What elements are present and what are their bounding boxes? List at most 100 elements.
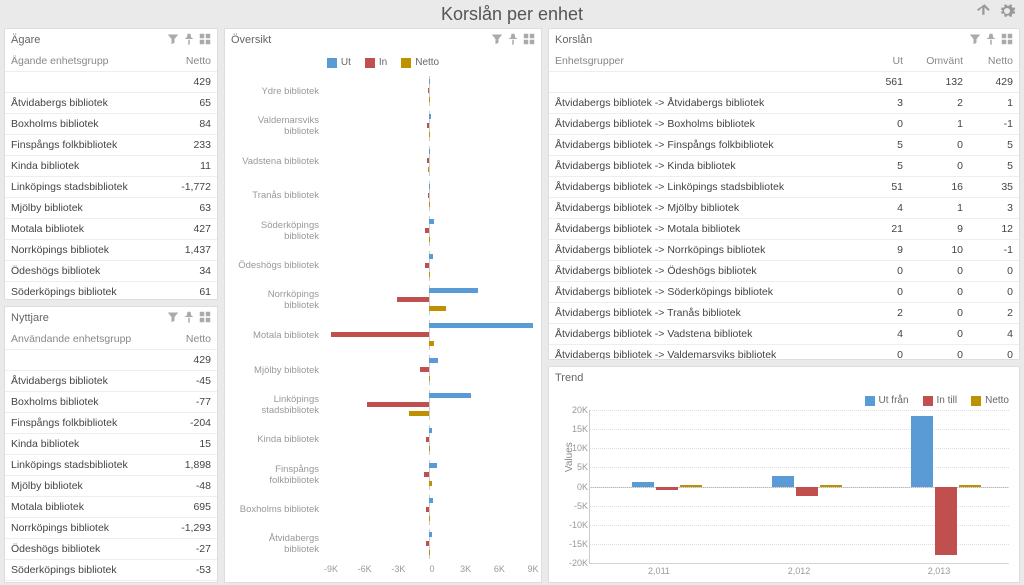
korslan-col-group[interactable]: Enhetsgrupper (549, 51, 859, 72)
table-cell: 429 (167, 72, 217, 93)
axis-tick: 2,012 (788, 566, 811, 576)
table-cell: 9 (859, 240, 909, 261)
agare-col-value[interactable]: Netto (167, 51, 217, 72)
table-cell: 0 (909, 135, 969, 156)
page-title: Korslån per enhet (441, 4, 583, 25)
table-row[interactable]: Åtvidabergs bibliotek -> Kinda bibliotek… (549, 156, 1019, 177)
filter-icon[interactable] (167, 311, 179, 326)
agare-col-label[interactable]: Ägande enhetsgrupp (5, 51, 167, 72)
table-cell: 5 (859, 135, 909, 156)
table-cell: -53 (167, 560, 217, 581)
table-row[interactable]: Kinda bibliotek11 (5, 156, 217, 177)
table-row[interactable]: Norrköpings bibliotek1,437 (5, 240, 217, 261)
table-cell: 12 (969, 219, 1019, 240)
table-cell: 3 (969, 198, 1019, 219)
korslan-col-ut[interactable]: Ut (859, 51, 909, 72)
oversikt-panel: Översikt Ut In Netto Ydre bibliotekValde… (224, 28, 542, 583)
table-row[interactable]: Boxholms bibliotek-77 (5, 392, 217, 413)
table-row[interactable]: Boxholms bibliotek84 (5, 114, 217, 135)
table-row[interactable]: Åtvidabergs bibliotek -> Tranås bibliote… (549, 303, 1019, 324)
pin-icon[interactable] (985, 33, 997, 48)
table-row[interactable]: Mjölby bibliotek63 (5, 198, 217, 219)
chart-bar (429, 184, 430, 189)
table-row[interactable]: Finspångs folkbibliotek-204 (5, 413, 217, 434)
pin-icon[interactable] (507, 33, 519, 48)
table-row[interactable]: Åtvidabergs bibliotek65 (5, 93, 217, 114)
trend-panel: Trend Ut från In till Netto Values 20K15… (548, 366, 1020, 583)
table-row[interactable]: 429 (5, 350, 217, 371)
mid-column: Översikt Ut In Netto Ydre bibliotekValde… (224, 28, 542, 583)
grid-icon[interactable] (199, 33, 211, 48)
table-cell: 427 (167, 219, 217, 240)
table-cell: Åtvidabergs bibliotek -> Ödeshögs biblio… (549, 261, 859, 282)
table-row[interactable]: Åtvidabergs bibliotek -> Motala bibliote… (549, 219, 1019, 240)
grid-icon[interactable] (199, 311, 211, 326)
filter-icon[interactable] (167, 33, 179, 48)
table-cell: 561 (859, 72, 909, 93)
table-cell: 10 (909, 240, 969, 261)
table-row[interactable]: Norrköpings bibliotek-1,293 (5, 518, 217, 539)
table-row[interactable]: Åtvidabergs bibliotek -> Linköpings stad… (549, 177, 1019, 198)
share-icon[interactable] (974, 2, 992, 23)
table-row[interactable]: Åtvidabergs bibliotek -> Söderköpings bi… (549, 282, 1019, 303)
table-row[interactable]: Åtvidabergs bibliotek -> Vadstena biblio… (549, 324, 1019, 345)
table-row[interactable]: Åtvidabergs bibliotek -> Valdemarsviks b… (549, 345, 1019, 360)
nyttjare-col-value[interactable]: Netto (167, 329, 217, 350)
table-row[interactable]: 429 (5, 72, 217, 93)
table-cell: 35 (969, 177, 1019, 198)
agare-table: Ägande enhetsgrupp Netto 429Åtvidabergs … (5, 51, 217, 300)
table-row[interactable]: Söderköpings bibliotek-53 (5, 560, 217, 581)
chart-bar (424, 472, 429, 477)
pin-icon[interactable] (183, 311, 195, 326)
table-row[interactable]: Åtvidabergs bibliotek -> Finspångs folkb… (549, 135, 1019, 156)
table-row[interactable]: Finspångs folkbibliotek233 (5, 135, 217, 156)
table-row[interactable]: Åtvidabergs bibliotek -> Norrköpings bib… (549, 240, 1019, 261)
nyttjare-col-label[interactable]: Använd​ande enhetsgrupp (5, 329, 167, 350)
table-row[interactable]: Motala bibliotek427 (5, 219, 217, 240)
table-cell: 1,898 (167, 455, 217, 476)
table-row[interactable]: Kinda bibliotek15 (5, 434, 217, 455)
korslan-col-netto[interactable]: Netto (969, 51, 1019, 72)
filter-icon[interactable] (491, 33, 503, 48)
table-cell: Mjölby bibliotek (5, 476, 167, 497)
pin-icon[interactable] (183, 33, 195, 48)
table-cell: 695 (167, 497, 217, 518)
table-cell: Åtvidabergs bibliotek (5, 93, 167, 114)
table-row[interactable]: Åtvidabergs bibliotek-45 (5, 371, 217, 392)
grid-icon[interactable] (523, 33, 535, 48)
table-row[interactable]: Motala bibliotek695 (5, 497, 217, 518)
chart-row: Motala bibliotek (233, 320, 533, 350)
table-row[interactable]: Åtvidabergs bibliotek -> Mjölby bibliote… (549, 198, 1019, 219)
axis-tick: -20K (562, 558, 588, 568)
table-cell: 34 (167, 261, 217, 282)
table-row[interactable]: Åtvidabergs bibliotek -> Åtvidabergs bib… (549, 93, 1019, 114)
table-cell (5, 72, 167, 93)
legend-netto: Netto (415, 57, 439, 68)
table-cell: 2 (859, 303, 909, 324)
table-cell: 0 (909, 156, 969, 177)
table-total-row[interactable]: 561132429 (549, 72, 1019, 93)
filter-icon[interactable] (969, 33, 981, 48)
nyttjare-table: Använd​ande enhetsgrupp Netto 429Åtvidab… (5, 329, 217, 581)
table-row[interactable]: Åtvidabergs bibliotek -> Ödeshögs biblio… (549, 261, 1019, 282)
table-row[interactable]: Ödeshögs bibliotek-27 (5, 539, 217, 560)
table-cell: 3 (859, 93, 909, 114)
table-row[interactable]: Linköpings stadsbibliotek-1,772 (5, 177, 217, 198)
nyttjare-panel: Nyttjare Använd​ande enhetsgrupp Netto 4… (4, 306, 218, 583)
grid-icon[interactable] (1001, 33, 1013, 48)
table-row[interactable]: Ödeshögs bibliotek34 (5, 261, 217, 282)
chart-bar (426, 507, 429, 512)
table-row[interactable]: Åtvidabergs bibliotek -> Boxholms biblio… (549, 114, 1019, 135)
table-cell: 4 (859, 324, 909, 345)
trend-chart[interactable]: Ut från In till Netto Values 20K15K10K5K… (549, 389, 1019, 582)
chart-bar (429, 516, 430, 521)
table-row[interactable]: Mjölby bibliotek-48 (5, 476, 217, 497)
table-cell: 1,437 (167, 240, 217, 261)
gear-icon[interactable] (998, 2, 1016, 23)
korslan-col-omvant[interactable]: Omvänt (909, 51, 969, 72)
table-row[interactable]: Linköpings stadsbibliotek1,898 (5, 455, 217, 476)
table-cell: 1 (909, 198, 969, 219)
table-row[interactable]: Söderköpings bibliotek61 (5, 282, 217, 301)
chart-bar (429, 341, 434, 346)
oversikt-chart[interactable]: Ut In Netto Ydre bibliotekValdemarsviks … (225, 51, 541, 582)
